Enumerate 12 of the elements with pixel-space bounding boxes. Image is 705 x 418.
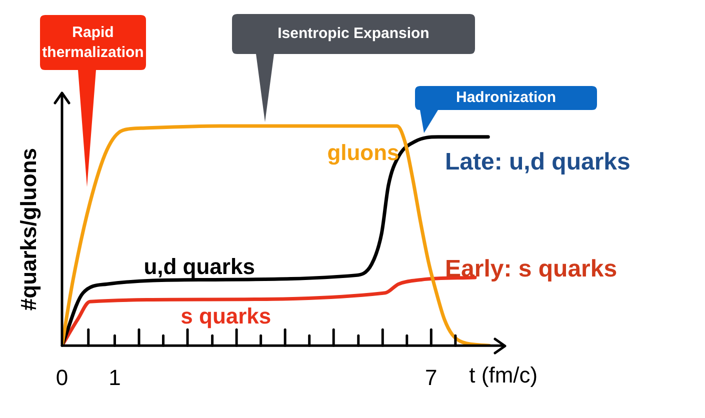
x-tick-label: 7 <box>425 364 438 390</box>
speech-bubble: Rapid thermalization <box>40 15 146 187</box>
x-axis-title: t (fm/c) <box>469 362 538 388</box>
series-label: s quarks <box>180 304 272 329</box>
x-tick-label: 0 <box>56 364 68 390</box>
x-tick-label: 1 <box>108 364 121 390</box>
annotation: Late: u,d quarks <box>445 148 630 176</box>
annotation: Early: s quarks <box>445 256 618 283</box>
y-axis-title: #quarks/gluons <box>16 148 42 311</box>
series-label: gluons <box>327 140 400 166</box>
series-label: u,d quarks <box>144 254 255 280</box>
speech-bubble: Hadronization <box>412 86 597 133</box>
